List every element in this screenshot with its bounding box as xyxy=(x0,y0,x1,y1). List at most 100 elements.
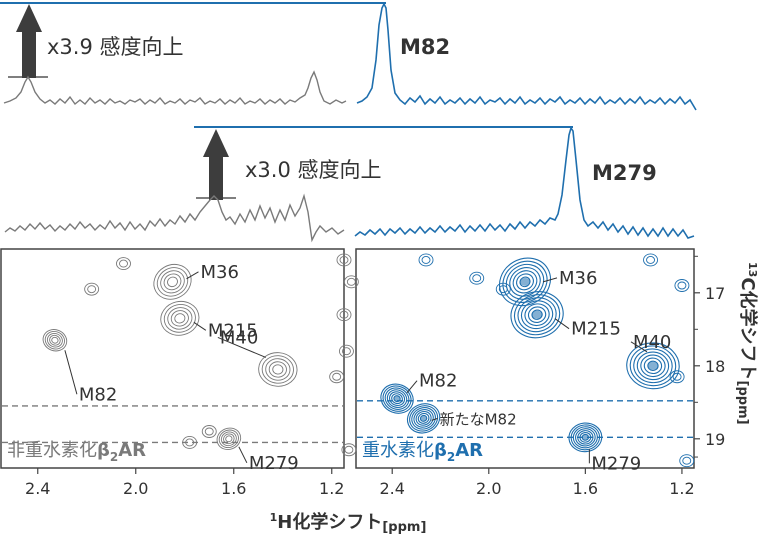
top-spectrum-1: x3.9 感度向上 M82 xyxy=(0,2,697,111)
contour-ring xyxy=(509,267,541,297)
contour-ring xyxy=(42,329,68,352)
contour-ring xyxy=(167,276,178,288)
contour-ring xyxy=(201,425,217,438)
contour-ring xyxy=(44,331,66,350)
panel-right-caption: 重水素化β2AR xyxy=(362,440,483,464)
contour-ring xyxy=(633,348,673,384)
contour-ring xyxy=(258,352,298,387)
contour-ring xyxy=(527,306,547,323)
x-axis-label: 1H化学シフト[ppm] xyxy=(270,511,427,535)
sensitivity-label-1: x3.9 感度向上 xyxy=(47,35,184,59)
contour-ring xyxy=(640,354,666,378)
contour-ring xyxy=(505,263,545,300)
sensitivity-arrow-shaft-2 xyxy=(209,155,223,200)
gray-trace-1 xyxy=(3,70,347,106)
contour-ring xyxy=(512,270,538,294)
panel-right-content: M36 M215 M40 M82 新たなM82 M279 xyxy=(357,253,695,474)
peak-leader-line xyxy=(542,277,558,283)
contour-ring xyxy=(419,414,428,422)
contour-ring xyxy=(116,257,131,271)
contour-ring xyxy=(167,307,193,330)
contour-ring xyxy=(406,403,441,434)
contour-ring xyxy=(160,270,185,294)
contour-ring xyxy=(216,427,242,450)
panel-right-frame xyxy=(355,248,695,469)
contour-core xyxy=(420,415,427,421)
contour-ring xyxy=(336,253,352,267)
contour-ring xyxy=(339,310,349,319)
y-axis-ticks: 17 18 19 xyxy=(694,255,725,458)
peak-leader-line xyxy=(554,318,570,330)
peak-label-top-2: M279 xyxy=(592,161,657,185)
contour-ring xyxy=(519,276,531,288)
contour-ring xyxy=(682,456,692,465)
contour-ring xyxy=(513,294,561,336)
x-axis-label-prefix: 1 xyxy=(270,511,278,524)
sensitivity-arrow-shaft-1 xyxy=(22,30,36,78)
contour-ring xyxy=(674,279,690,292)
peak-leader-line xyxy=(406,380,418,393)
contour-ring xyxy=(413,409,434,428)
contour-ring xyxy=(46,332,63,348)
x-tick-label: 2.4 xyxy=(25,479,50,498)
contour-ring xyxy=(341,443,357,457)
y-tick-label: 17 xyxy=(705,284,725,303)
contour-ring xyxy=(669,370,685,384)
y-axis-label: 13C化学シフト[ppm] xyxy=(735,262,759,425)
contour-ring xyxy=(51,336,59,344)
contour-ring xyxy=(575,428,596,447)
contour-ring xyxy=(389,391,406,407)
peak-leader-line xyxy=(630,341,648,353)
contour-ring xyxy=(218,429,239,449)
contour-ring xyxy=(418,253,434,267)
contour-ring xyxy=(344,445,354,454)
contour-core xyxy=(648,361,658,370)
contour-ring xyxy=(163,304,196,333)
contour-ring xyxy=(163,273,182,291)
contour-ring xyxy=(185,438,195,447)
contour-core xyxy=(532,310,542,319)
contour-ring xyxy=(579,431,592,443)
peak-label: M215 xyxy=(571,319,621,340)
contour-ring xyxy=(339,256,349,264)
panel-left-caption-main: 非重水素化 xyxy=(7,440,97,461)
x-tick-label: 1.6 xyxy=(221,479,246,498)
contour-ring xyxy=(531,309,543,320)
contour-ring xyxy=(499,257,551,307)
x-tick-label: 2.0 xyxy=(123,479,148,498)
contour-ring xyxy=(626,342,680,390)
contour-core xyxy=(582,434,589,440)
contour-ring xyxy=(415,410,432,426)
contour-ring xyxy=(391,393,403,405)
panel-right-caption-sub: 2 xyxy=(447,450,455,464)
contour-ring xyxy=(265,358,291,381)
contour-ring xyxy=(570,424,601,451)
y-axis-label-main: C化学シフト xyxy=(737,277,759,380)
contour-ring xyxy=(382,385,412,412)
panel-left-caption-tail: AR xyxy=(118,440,146,461)
contour-ring xyxy=(581,433,590,441)
peak-label: M279 xyxy=(591,453,641,474)
x-tick-label: 2.4 xyxy=(379,479,404,498)
peak-leader-line xyxy=(186,271,199,280)
panel-right-caption-main: 重水素化 xyxy=(362,440,434,461)
contour-ring xyxy=(336,308,352,322)
contour-ring xyxy=(204,427,214,436)
contour-ring xyxy=(220,431,237,447)
contour-ring xyxy=(386,389,408,408)
contour-ring xyxy=(384,387,410,410)
peak-leader-line xyxy=(217,336,267,358)
y-axis-label-prefix: 13 xyxy=(746,262,759,277)
contour-ring xyxy=(516,273,534,291)
contour-ring xyxy=(568,422,603,453)
contour-ring xyxy=(393,395,401,403)
peak-leader-line xyxy=(431,417,438,421)
panel-left-caption: 非重水素化β2AR xyxy=(7,440,146,464)
contour-ring xyxy=(679,454,695,468)
contour-ring xyxy=(268,361,287,378)
peak-label: M36 xyxy=(559,268,597,289)
panel-left-caption-beta: β xyxy=(97,440,110,461)
contour-ring xyxy=(469,271,485,285)
contour-ring xyxy=(223,433,235,445)
